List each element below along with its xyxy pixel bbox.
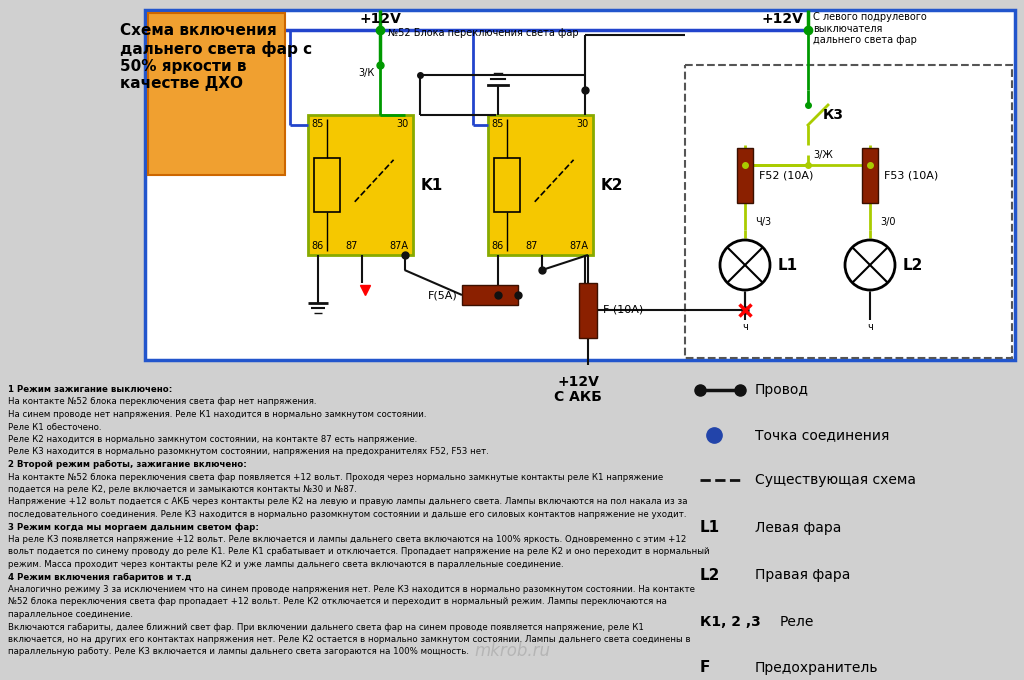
Text: 30: 30 <box>396 119 409 129</box>
Text: 86: 86 <box>311 241 324 251</box>
Text: №52 Блока переключения света фар: №52 Блока переключения света фар <box>388 28 579 38</box>
Text: 86: 86 <box>492 241 504 251</box>
Text: вольт подается по синему проводу до реле К1. Реле К1 срабатывает и отключается. : вольт подается по синему проводу до реле… <box>8 547 710 556</box>
Text: К1, 2 ,3: К1, 2 ,3 <box>700 615 761 629</box>
Bar <box>313 158 340 211</box>
Text: L2: L2 <box>700 568 720 583</box>
Text: С АКБ: С АКБ <box>554 390 602 404</box>
Text: 87A: 87A <box>389 241 409 251</box>
Text: параллельную работу. Реле К3 включается и лампы дальнего света загораются на 100: параллельную работу. Реле К3 включается … <box>8 647 469 656</box>
Bar <box>685 65 1012 358</box>
Text: Точка соединения: Точка соединения <box>755 428 890 442</box>
Text: К3: К3 <box>823 108 844 122</box>
Text: Реле: Реле <box>780 615 814 629</box>
Text: На контакте №52 блока переключения света фар появляется +12 вольт. Проходя через: На контакте №52 блока переключения света… <box>8 473 664 481</box>
Text: Левая фара: Левая фара <box>755 521 842 535</box>
Text: Существующая схема: Существующая схема <box>755 473 916 487</box>
Text: F52 (10A): F52 (10A) <box>759 170 813 180</box>
Bar <box>494 158 520 211</box>
Bar <box>487 115 593 255</box>
Text: +12V: +12V <box>761 12 803 26</box>
Text: Предохранитель: Предохранитель <box>755 661 879 675</box>
Text: 87: 87 <box>345 241 357 251</box>
Text: 87A: 87A <box>569 241 589 251</box>
Text: mkrob.ru: mkrob.ru <box>474 642 550 660</box>
Text: режим. Масса проходит через контакты реле К2 и уже лампы дальнего света включают: режим. Масса проходит через контакты рел… <box>8 560 563 569</box>
Text: включается, но на других его контактах напряжения нет. Реле К2 остается в нормал: включается, но на других его контактах н… <box>8 635 690 644</box>
Circle shape <box>720 240 770 290</box>
Bar <box>862 148 878 203</box>
Bar <box>145 10 1015 360</box>
Text: 4 Режим включения габаритов и т.д: 4 Режим включения габаритов и т.д <box>8 573 191 581</box>
Text: С левого подрулевого
выключателя
дальнего света фар: С левого подрулевого выключателя дальнег… <box>813 12 927 45</box>
Text: На синем проводе нет напряжения. Реле К1 находится в нормально замкнутом состоян: На синем проводе нет напряжения. Реле К1… <box>8 410 427 419</box>
Text: Включаются габариты, далее ближний свет фар. При включении дальнего света фар на: Включаются габариты, далее ближний свет … <box>8 622 644 632</box>
Text: 3 Режим когда мы моргаем дальним светом фар:: 3 Режим когда мы моргаем дальним светом … <box>8 522 259 532</box>
Bar <box>579 282 597 337</box>
Text: Реле К2 находится в нормально замкнутом состоянии, на контакте 87 есть напряжени: Реле К2 находится в нормально замкнутом … <box>8 435 417 444</box>
Text: ч: ч <box>742 322 748 332</box>
Text: L2: L2 <box>903 258 924 273</box>
Text: 85: 85 <box>311 119 324 129</box>
Text: Реле К1 обесточено.: Реле К1 обесточено. <box>8 422 101 432</box>
Text: Провод: Провод <box>755 383 809 397</box>
Text: Правая фара: Правая фара <box>755 568 850 582</box>
Text: F (10A): F (10A) <box>603 305 643 315</box>
Text: L1: L1 <box>778 258 798 273</box>
Text: F: F <box>700 660 711 675</box>
Bar <box>737 148 753 203</box>
Text: 3/0: 3/0 <box>880 217 896 227</box>
Text: параллельное соединение.: параллельное соединение. <box>8 610 133 619</box>
Text: На контакте №52 блока переключения света фар нет напряжения.: На контакте №52 блока переключения света… <box>8 398 316 407</box>
Text: №52 блока переключения света фар пропадает +12 вольт. Реле К2 отключается и пере: №52 блока переключения света фар пропада… <box>8 598 667 607</box>
Text: 3/К: 3/К <box>357 68 374 78</box>
Text: 1 Режим зажигание выключено:: 1 Режим зажигание выключено: <box>8 385 172 394</box>
Text: Схема включения
дальнего света фар с
50% яркости в
качестве ДХО: Схема включения дальнего света фар с 50%… <box>121 23 312 91</box>
Text: K1: K1 <box>421 177 442 192</box>
Bar <box>307 115 413 255</box>
Text: +12V: +12V <box>557 375 599 389</box>
Text: 3/Ж: 3/Ж <box>813 150 833 160</box>
Text: K2: K2 <box>600 177 623 192</box>
Text: Ч/3: Ч/3 <box>755 217 771 227</box>
Bar <box>148 13 285 175</box>
Text: 2 Второй режим работы, зажигание включено:: 2 Второй режим работы, зажигание включен… <box>8 460 247 469</box>
Text: подается на реле К2, реле включается и замыкаются контакты №30 и №87.: подается на реле К2, реле включается и з… <box>8 485 357 494</box>
Text: последовательного соединения. Реле К3 находится в нормально разомкнутом состояни: последовательного соединения. Реле К3 на… <box>8 510 686 519</box>
Text: +12V: +12V <box>359 12 401 26</box>
Text: F53 (10A): F53 (10A) <box>884 170 938 180</box>
Bar <box>462 285 518 305</box>
Text: 85: 85 <box>492 119 504 129</box>
Text: ч: ч <box>867 322 872 332</box>
Text: 87: 87 <box>525 241 538 251</box>
Text: Аналогично режиму 3 за исключением что на синем проводе напряжения нет. Реле К3 : Аналогично режиму 3 за исключением что н… <box>8 585 695 594</box>
Text: 30: 30 <box>577 119 589 129</box>
Text: На реле К3 появляется напряжение +12 вольт. Реле включается и лампы дальнего све: На реле К3 появляется напряжение +12 вол… <box>8 535 686 544</box>
Text: L1: L1 <box>700 520 720 536</box>
Text: Реле К3 находится в нормально разомкнутом состоянии, напряжения на предохранител: Реле К3 находится в нормально разомкнуто… <box>8 447 488 456</box>
Circle shape <box>845 240 895 290</box>
Text: F(5A): F(5A) <box>428 290 458 300</box>
Text: Напряжение +12 вольт подается с АКБ через контакты реле К2 на левую и правую лам: Напряжение +12 вольт подается с АКБ чере… <box>8 498 687 507</box>
